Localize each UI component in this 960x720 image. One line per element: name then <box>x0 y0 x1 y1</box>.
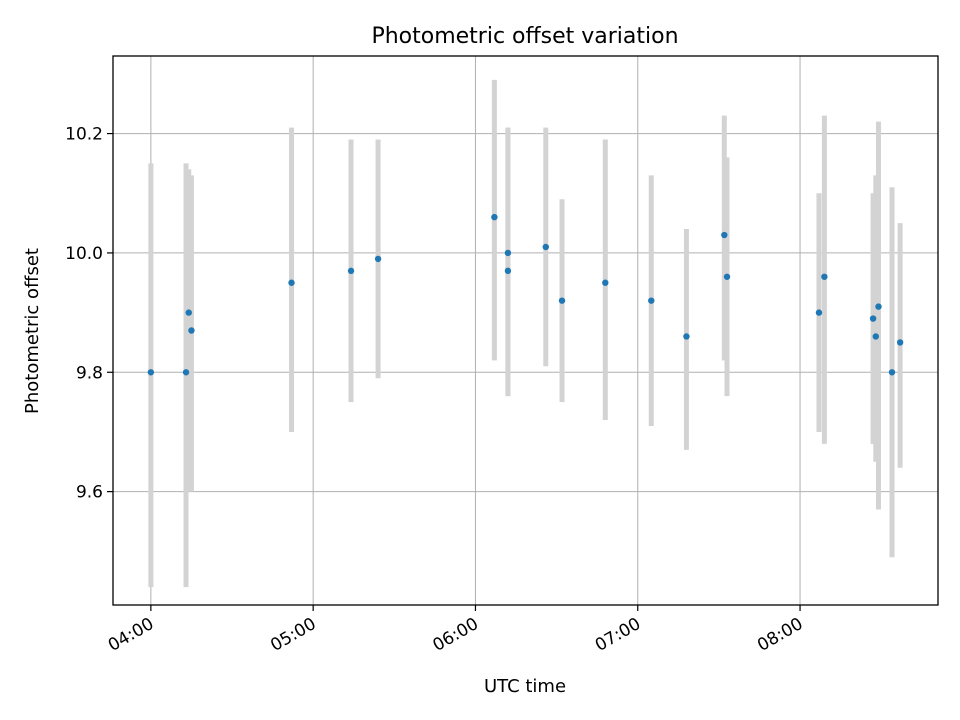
y-axis-label: Photometric offset <box>22 248 43 414</box>
data-point <box>896 339 904 346</box>
data-point <box>602 279 609 286</box>
x-axis-label: UTC time <box>484 676 566 697</box>
data-point <box>888 369 896 376</box>
data-point <box>491 213 498 221</box>
data-point <box>182 369 190 376</box>
y-tick-label: 9.8 <box>76 363 103 383</box>
data-point <box>648 297 655 304</box>
data-point <box>288 279 295 286</box>
data-point <box>542 243 549 251</box>
data-point <box>147 369 155 376</box>
chart-title: Photometric offset variation <box>371 24 678 49</box>
data-point <box>347 267 355 275</box>
data-point <box>821 273 828 280</box>
data-point <box>504 267 512 275</box>
plot-frame <box>112 55 939 606</box>
data-point <box>504 249 512 257</box>
y-axis-ticks: 9.6 9.8 10.0 10.2 <box>65 125 113 503</box>
data-point <box>875 303 882 310</box>
grid <box>113 56 938 605</box>
data-point <box>683 333 690 340</box>
data-point <box>815 309 823 316</box>
data-point <box>558 297 566 304</box>
data-point <box>721 231 728 239</box>
y-tick-label: 10.2 <box>65 125 103 145</box>
data-points <box>147 213 904 376</box>
data-point <box>723 273 731 280</box>
data-point <box>188 327 195 334</box>
data-point <box>869 315 877 322</box>
data-point <box>374 255 382 263</box>
y-tick-label: 10.0 <box>65 244 103 264</box>
data-point <box>185 309 192 316</box>
data-point <box>872 333 879 340</box>
y-tick-label: 9.6 <box>76 483 103 503</box>
